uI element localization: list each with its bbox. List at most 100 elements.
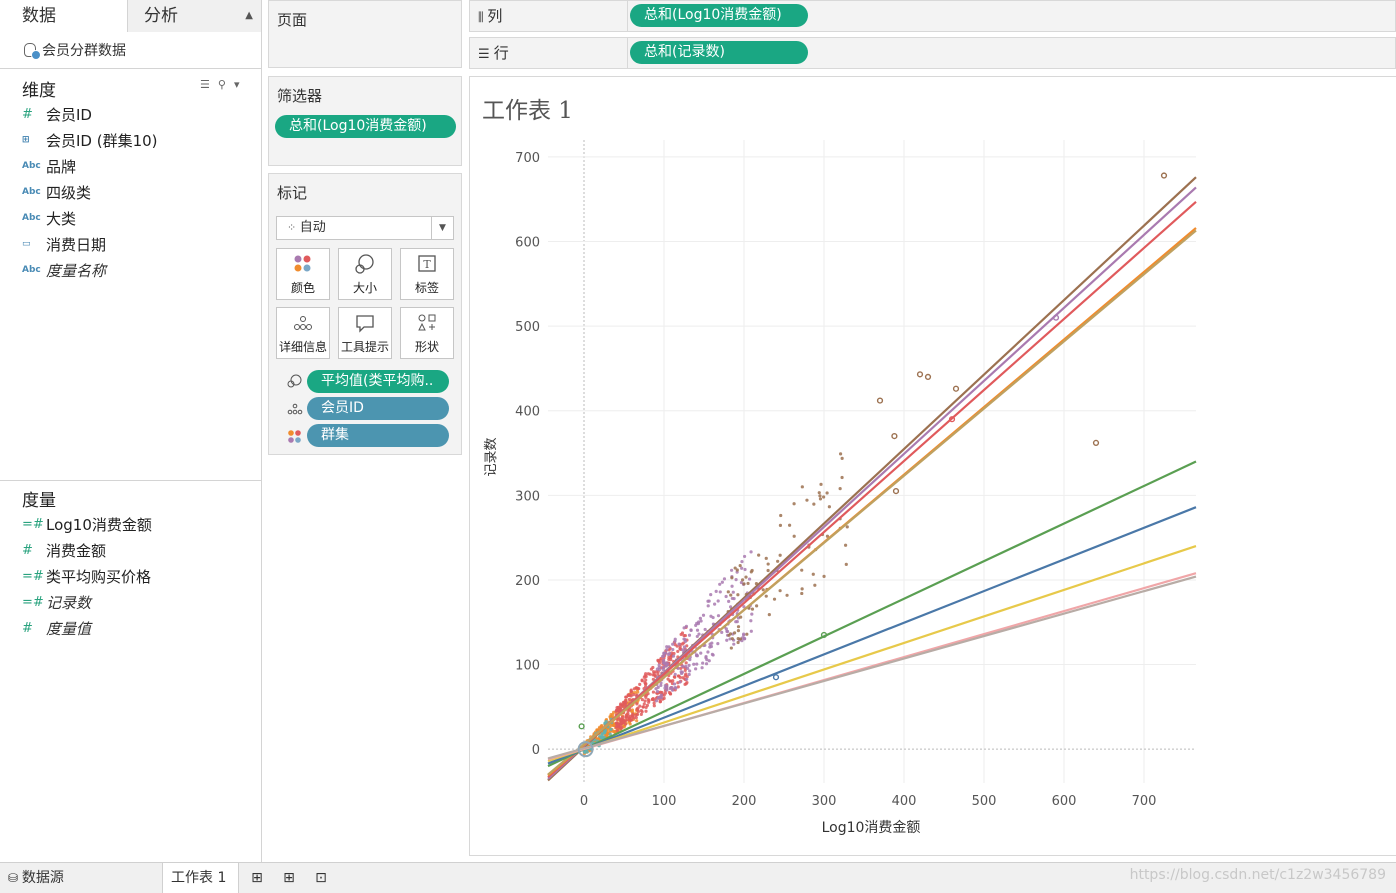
field-label: 品牌 xyxy=(46,157,77,176)
measure-field-measure-values[interactable]: # 度量值 xyxy=(22,617,91,639)
rows-shelf[interactable]: ☰ 行 总和(记录数) xyxy=(469,37,1396,69)
trend-line xyxy=(547,545,1197,763)
outlier-point xyxy=(876,397,884,404)
measure-field-log10-amount[interactable]: =# Log10消费金额 xyxy=(22,513,152,535)
data-point xyxy=(813,583,817,587)
data-point xyxy=(644,705,648,710)
label-button[interactable]: T 标签 xyxy=(400,248,454,300)
sheet-tab-active[interactable]: 工作表 1 xyxy=(163,863,239,893)
data-point xyxy=(767,613,771,617)
encoding-pill-color[interactable]: 群集 xyxy=(307,424,449,447)
data-point xyxy=(838,487,842,491)
measure-field-amount[interactable]: # 消费金额 xyxy=(22,539,106,561)
data-point xyxy=(743,567,747,572)
dimension-field-cluster[interactable]: ⊞ 会员ID (群集10) xyxy=(22,129,158,151)
x-tick-label: 0 xyxy=(580,794,588,809)
data-point xyxy=(738,637,743,641)
outlier-point xyxy=(772,674,780,681)
trend-lines xyxy=(547,176,1197,782)
new-worksheet-icon[interactable]: ⊞ xyxy=(251,870,263,886)
detail-button[interactable]: 详细信息 xyxy=(276,307,330,359)
data-point xyxy=(844,562,848,566)
outlier-point xyxy=(924,373,932,380)
tooltip-icon xyxy=(339,308,391,338)
field-label: 度量值 xyxy=(46,619,92,638)
dimension-field-brand[interactable]: Abc 品牌 xyxy=(22,155,76,177)
data-point xyxy=(778,553,782,557)
new-story-icon[interactable]: ⊡ xyxy=(315,870,327,886)
data-point xyxy=(651,677,655,681)
color-button[interactable]: 颜色 xyxy=(276,248,330,300)
data-point xyxy=(676,649,680,654)
dimension-field-member-id[interactable]: # 会员ID xyxy=(22,103,92,125)
outlier-points xyxy=(577,172,1168,758)
new-dashboard-icon[interactable]: ⊞ xyxy=(283,870,295,886)
list-view-icon[interactable]: ☰ xyxy=(200,78,210,91)
text-label-icon: T xyxy=(401,249,453,279)
datasource-item[interactable]: 会员分群数据 xyxy=(24,40,126,60)
field-label: 会员ID (群集10) xyxy=(46,131,158,150)
data-point xyxy=(629,688,633,692)
data-point xyxy=(727,633,731,637)
tab-analysis[interactable]: 分析 ▲ xyxy=(128,0,261,32)
data-point xyxy=(646,697,650,702)
dimension-field-measure-names[interactable]: Abc 度量名称 xyxy=(22,259,106,281)
mark-type-dropdown[interactable]: ⁘ 自动 ▼ xyxy=(276,216,454,240)
datasource-tab[interactable]: ⛁ 数据源 xyxy=(8,863,163,893)
data-point xyxy=(671,647,675,652)
columns-shelf[interactable]: ⫼ 列 总和(Log10消费金额) xyxy=(469,0,1396,32)
outlier-point xyxy=(916,371,924,378)
data-point xyxy=(641,705,645,709)
dimension-field-level4[interactable]: Abc 四级类 xyxy=(22,181,91,203)
data-point xyxy=(743,637,747,641)
size-button-label: 大小 xyxy=(352,281,377,295)
data-point xyxy=(716,614,721,618)
columns-pill[interactable]: 总和(Log10消费金额) xyxy=(630,4,808,27)
field-label: 类平均购买价格 xyxy=(46,567,152,586)
encoding-pill-detail[interactable]: 会员ID xyxy=(307,397,449,420)
filters-shelf[interactable]: 筛选器 总和(Log10消费金额) xyxy=(268,76,462,166)
rows-pill[interactable]: 总和(记录数) xyxy=(630,41,808,64)
data-point xyxy=(639,712,643,717)
columns-icon: ⫼ xyxy=(478,10,488,24)
data-point xyxy=(729,568,734,572)
tooltip-button[interactable]: 工具提示 xyxy=(338,307,392,359)
data-point xyxy=(694,623,698,627)
data-point xyxy=(740,559,744,564)
data-point xyxy=(673,637,677,641)
automatic-icon: ⁘ xyxy=(287,221,300,234)
data-point xyxy=(708,642,712,646)
shape-button[interactable]: 形状 xyxy=(400,307,454,359)
data-point xyxy=(822,495,826,499)
encoding-pill-size[interactable]: 平均值(类平均购.. xyxy=(307,370,449,393)
filter-pill[interactable]: 总和(Log10消费金额) xyxy=(275,115,456,138)
tab-data[interactable]: 数据 xyxy=(0,0,128,32)
color-button-label: 颜色 xyxy=(290,281,315,295)
data-point xyxy=(667,690,672,695)
outlier-point xyxy=(820,631,828,639)
measure-field-avg-price[interactable]: =# 类平均购买价格 xyxy=(22,565,151,587)
sheet-tabs-bar: ⛁ 数据源 工作表 1 ⊞ ⊞ ⊡ https://blog.csdn.net/… xyxy=(0,862,1396,893)
outlier-point xyxy=(1092,439,1100,446)
search-icon[interactable]: ⚲ xyxy=(217,78,226,91)
worksheet: 工作表 1 0 100 200 300 400 500 600 700 0 100 200 300 40… xyxy=(469,76,1396,856)
scatter-chart[interactable]: 0 100 200 300 400 500 600 700 0 100 200 300 400 500 60… xyxy=(470,77,1396,857)
data-point xyxy=(642,702,646,706)
data-point xyxy=(800,568,804,572)
data-point xyxy=(749,550,753,554)
data-point xyxy=(680,642,684,646)
data-point xyxy=(636,690,640,694)
chevron-down-icon[interactable]: ▾ xyxy=(233,78,240,91)
data-point xyxy=(725,638,729,642)
measure-field-record-count[interactable]: =# 记录数 xyxy=(22,591,91,613)
data-point xyxy=(730,596,734,601)
pages-shelf[interactable]: 页面 xyxy=(268,0,462,68)
data-point xyxy=(638,704,642,708)
data-point xyxy=(689,628,693,632)
data-point xyxy=(838,452,843,456)
data-point xyxy=(669,655,673,660)
dimension-field-date[interactable]: ▭ 消费日期 xyxy=(22,233,106,255)
data-point xyxy=(624,698,628,702)
dimension-field-category[interactable]: Abc 大类 xyxy=(22,207,76,229)
size-button[interactable]: 大小 xyxy=(338,248,392,300)
